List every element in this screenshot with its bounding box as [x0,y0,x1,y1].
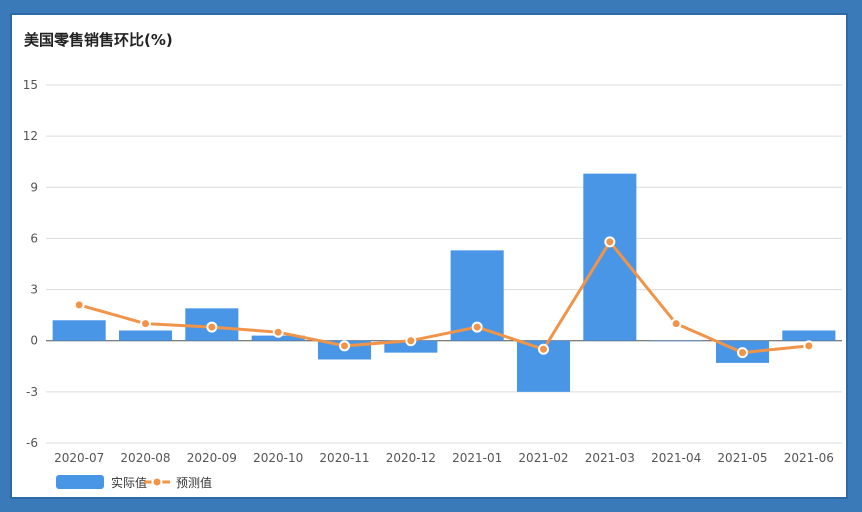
forecast-point [339,340,350,352]
legend-label-forecast: 预测值 [176,475,212,490]
bar [118,330,173,341]
bar [649,340,703,342]
forecast-point [73,299,85,311]
y-tick-label: 6 [30,231,38,245]
y-tick-label: 9 [30,180,38,194]
forecast-line [78,240,809,355]
chart-title: 美国零售销售环比(%) [24,31,173,49]
bars-actual [52,173,836,392]
x-tick-label: 2021-04 [651,451,701,465]
bar [52,320,106,341]
bar [251,335,305,341]
x-tick-label: 2020-08 [120,451,170,465]
legend-swatch-actual [56,475,104,489]
x-tick-label: 2020-09 [187,451,237,465]
x-tick-label: 2021-05 [717,451,767,465]
forecast-point [140,318,151,330]
legend-marker-forecast [151,476,163,488]
grid [46,84,842,444]
forecast-point [737,347,748,359]
forecast-point [272,326,284,338]
bar [782,330,836,341]
x-tick-label: 2021-03 [585,451,635,465]
forecast-point [405,335,417,347]
y-axis-labels: -6 -3 0 3 6 9 12 15 [23,78,38,450]
y-tick-label: -3 [26,385,38,399]
y-tick-label: 12 [23,129,38,143]
forecast-point [604,236,616,248]
x-tick-label: 2020-07 [54,451,104,465]
line-forecast [73,236,815,359]
legend: 实际值 预测值 [56,475,212,490]
y-tick-label: 3 [30,283,38,297]
forecast-point [471,321,483,333]
x-tick-label: 2021-01 [452,451,502,465]
y-tick-label: -6 [26,436,38,450]
chart: -6 -3 0 3 6 9 12 15 2020-07 2020-08 2020-09 2020-1… [23,78,842,490]
x-tick-label: 2020-10 [253,451,303,465]
bar [583,173,637,341]
forecast-point [670,318,682,330]
y-tick-label: 15 [23,78,38,92]
chart-frame: 美国零售销售环比(%) -6 -3 0 3 6 9 12 15 2020-07 2020-08 2… [10,13,848,499]
x-tick-label: 2021-06 [784,451,834,465]
x-tick-label: 2020-12 [386,451,436,465]
forecast-point [538,343,549,355]
x-tick-label: 2020-11 [319,451,369,465]
y-tick-label: 0 [30,334,38,348]
forecast-point [803,340,815,352]
legend-label-actual: 实际值 [111,475,147,490]
bar [384,340,438,353]
forecast-point [206,321,218,333]
x-axis-labels: 2020-07 2020-08 2020-09 2020-10 2020-11 2020-… [54,451,834,465]
x-tick-label: 2021-02 [518,451,568,465]
